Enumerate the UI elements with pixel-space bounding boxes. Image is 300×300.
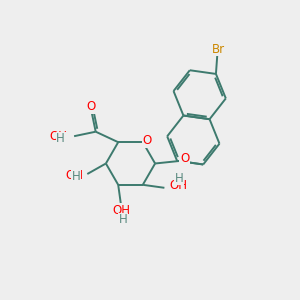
Text: OH: OH	[113, 203, 131, 217]
Text: O: O	[180, 152, 189, 165]
Text: Br: Br	[212, 43, 226, 56]
Text: H: H	[71, 170, 80, 183]
Text: H: H	[56, 132, 65, 145]
Text: OH: OH	[169, 179, 187, 192]
Text: O: O	[143, 134, 152, 147]
Text: H: H	[175, 172, 184, 185]
Text: OH: OH	[50, 130, 68, 143]
Text: H: H	[118, 213, 127, 226]
Text: O: O	[87, 100, 96, 113]
Text: OH: OH	[66, 169, 84, 182]
